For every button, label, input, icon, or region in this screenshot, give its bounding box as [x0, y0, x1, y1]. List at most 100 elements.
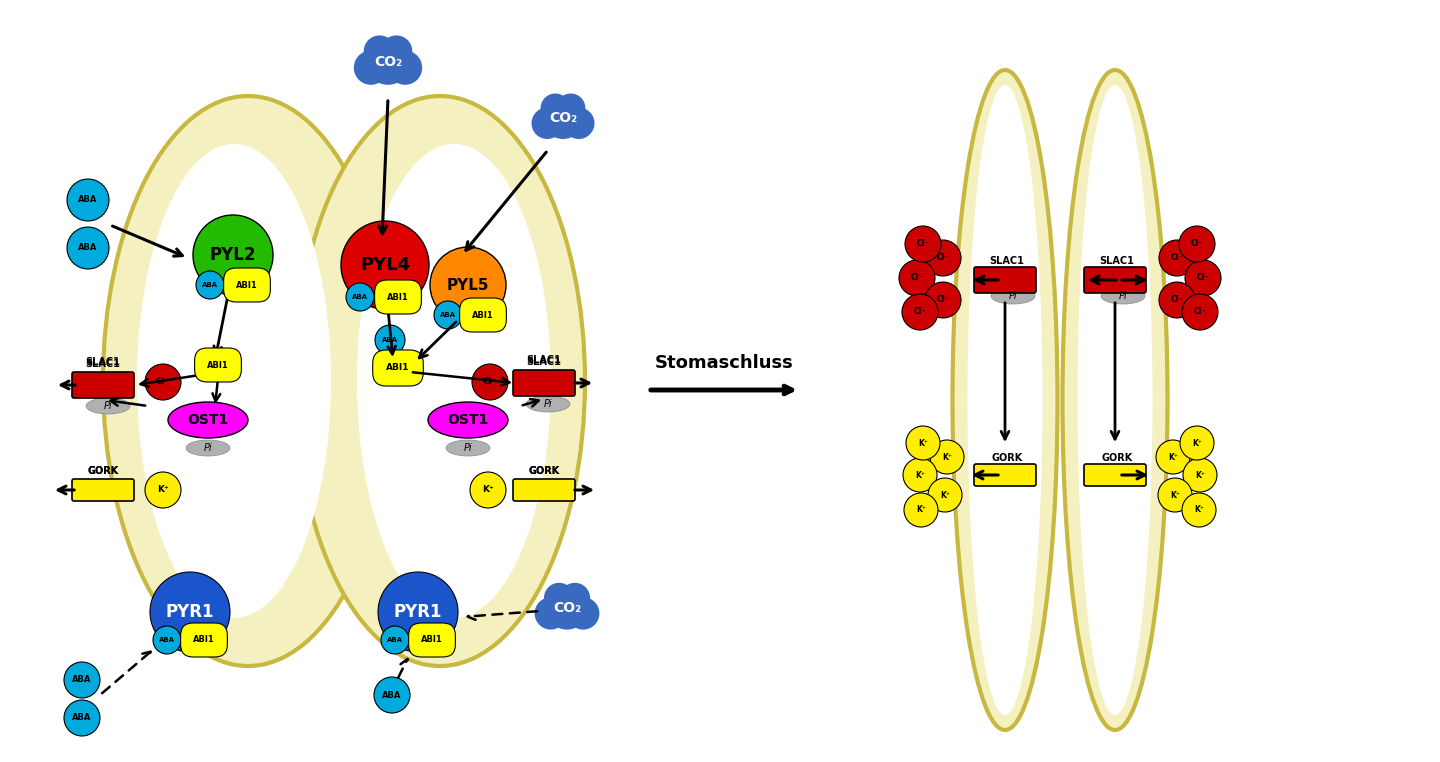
Circle shape: [901, 294, 937, 330]
Text: PYL2: PYL2: [210, 246, 256, 264]
Circle shape: [382, 626, 409, 654]
Circle shape: [549, 587, 585, 623]
Circle shape: [541, 97, 585, 139]
Circle shape: [145, 364, 181, 400]
Text: ABA: ABA: [351, 294, 369, 300]
Circle shape: [431, 247, 505, 323]
Text: GORK: GORK: [88, 466, 118, 476]
Circle shape: [563, 107, 595, 139]
Text: ABI1: ABI1: [420, 636, 444, 645]
Text: ABA: ABA: [382, 690, 402, 700]
Circle shape: [374, 325, 405, 355]
Circle shape: [544, 583, 575, 613]
Circle shape: [364, 35, 396, 67]
FancyBboxPatch shape: [1084, 464, 1146, 486]
Text: SLAC1: SLAC1: [527, 355, 562, 365]
Ellipse shape: [526, 396, 570, 412]
Ellipse shape: [357, 144, 552, 618]
Text: K⁺: K⁺: [1194, 505, 1204, 514]
Circle shape: [196, 271, 225, 299]
Circle shape: [904, 226, 940, 262]
Text: ABI1: ABI1: [386, 363, 410, 373]
Text: PYL4: PYL4: [360, 256, 410, 274]
Circle shape: [68, 179, 109, 221]
Ellipse shape: [295, 96, 585, 666]
Text: Cl⁻: Cl⁻: [1197, 274, 1210, 283]
Circle shape: [1158, 478, 1192, 512]
Ellipse shape: [168, 402, 248, 438]
Text: ABI1: ABI1: [193, 636, 215, 645]
Text: Cl⁻: Cl⁻: [1171, 296, 1184, 305]
Text: K⁺: K⁺: [940, 491, 950, 500]
Text: SLAC1: SLAC1: [85, 357, 121, 367]
Circle shape: [567, 597, 599, 629]
Text: K⁺: K⁺: [1171, 491, 1179, 500]
Circle shape: [341, 221, 429, 309]
Circle shape: [1159, 282, 1195, 318]
Text: Cl⁻: Cl⁻: [482, 377, 497, 386]
Circle shape: [1185, 260, 1221, 296]
Text: K⁺: K⁺: [942, 453, 952, 462]
Text: Stomaschluss: Stomaschluss: [655, 354, 793, 372]
Circle shape: [346, 283, 374, 311]
Circle shape: [387, 50, 422, 85]
FancyBboxPatch shape: [973, 267, 1035, 293]
Text: ABA: ABA: [78, 196, 98, 204]
Text: GORK: GORK: [1102, 453, 1133, 463]
Text: Cl⁻: Cl⁻: [156, 377, 170, 386]
Circle shape: [534, 597, 567, 629]
Circle shape: [153, 626, 181, 654]
Text: K⁺: K⁺: [1168, 453, 1178, 462]
Circle shape: [927, 478, 962, 512]
Ellipse shape: [86, 398, 130, 414]
Text: SLAC1: SLAC1: [1100, 256, 1135, 266]
Circle shape: [433, 301, 462, 329]
Circle shape: [369, 40, 408, 78]
Circle shape: [366, 39, 410, 85]
Circle shape: [63, 700, 99, 736]
FancyBboxPatch shape: [72, 479, 134, 501]
Text: PYR1: PYR1: [393, 603, 442, 621]
Text: OST1: OST1: [448, 413, 488, 427]
Circle shape: [145, 472, 181, 508]
Text: Pi: Pi: [104, 401, 112, 411]
Text: ABI1: ABI1: [236, 280, 258, 290]
Text: GORK: GORK: [528, 466, 560, 476]
FancyBboxPatch shape: [973, 464, 1035, 486]
Circle shape: [150, 572, 230, 652]
Circle shape: [546, 587, 589, 629]
Text: Cl⁻: Cl⁻: [912, 274, 923, 283]
Text: K⁺: K⁺: [157, 485, 168, 495]
Circle shape: [469, 472, 505, 508]
Circle shape: [556, 94, 586, 123]
Circle shape: [1184, 458, 1217, 492]
Ellipse shape: [968, 85, 1043, 715]
Ellipse shape: [991, 288, 1035, 304]
Circle shape: [924, 240, 960, 276]
Text: GORK: GORK: [88, 466, 118, 476]
Text: K⁺: K⁺: [1192, 438, 1202, 447]
Text: ABA: ABA: [382, 337, 397, 343]
Circle shape: [924, 282, 960, 318]
Ellipse shape: [1077, 85, 1152, 715]
Circle shape: [540, 94, 570, 123]
Text: Cl⁻: Cl⁻: [937, 254, 949, 262]
Text: ABI1: ABI1: [207, 360, 229, 370]
Text: ABA: ABA: [72, 713, 92, 722]
Text: Pi: Pi: [464, 443, 472, 453]
Text: PYR1: PYR1: [166, 603, 215, 621]
Ellipse shape: [137, 144, 331, 618]
Text: GORK: GORK: [528, 466, 560, 476]
Circle shape: [903, 458, 937, 492]
Ellipse shape: [428, 402, 508, 438]
Ellipse shape: [186, 440, 230, 456]
Circle shape: [377, 572, 458, 652]
Circle shape: [68, 227, 109, 269]
FancyBboxPatch shape: [72, 372, 134, 398]
Text: ABA: ABA: [158, 637, 176, 643]
Text: SLAC1: SLAC1: [527, 357, 562, 367]
Text: K⁺: K⁺: [482, 485, 494, 495]
Text: GORK: GORK: [991, 453, 1022, 463]
Text: SLAC1: SLAC1: [989, 256, 1024, 266]
Text: CO₂: CO₂: [553, 601, 582, 615]
